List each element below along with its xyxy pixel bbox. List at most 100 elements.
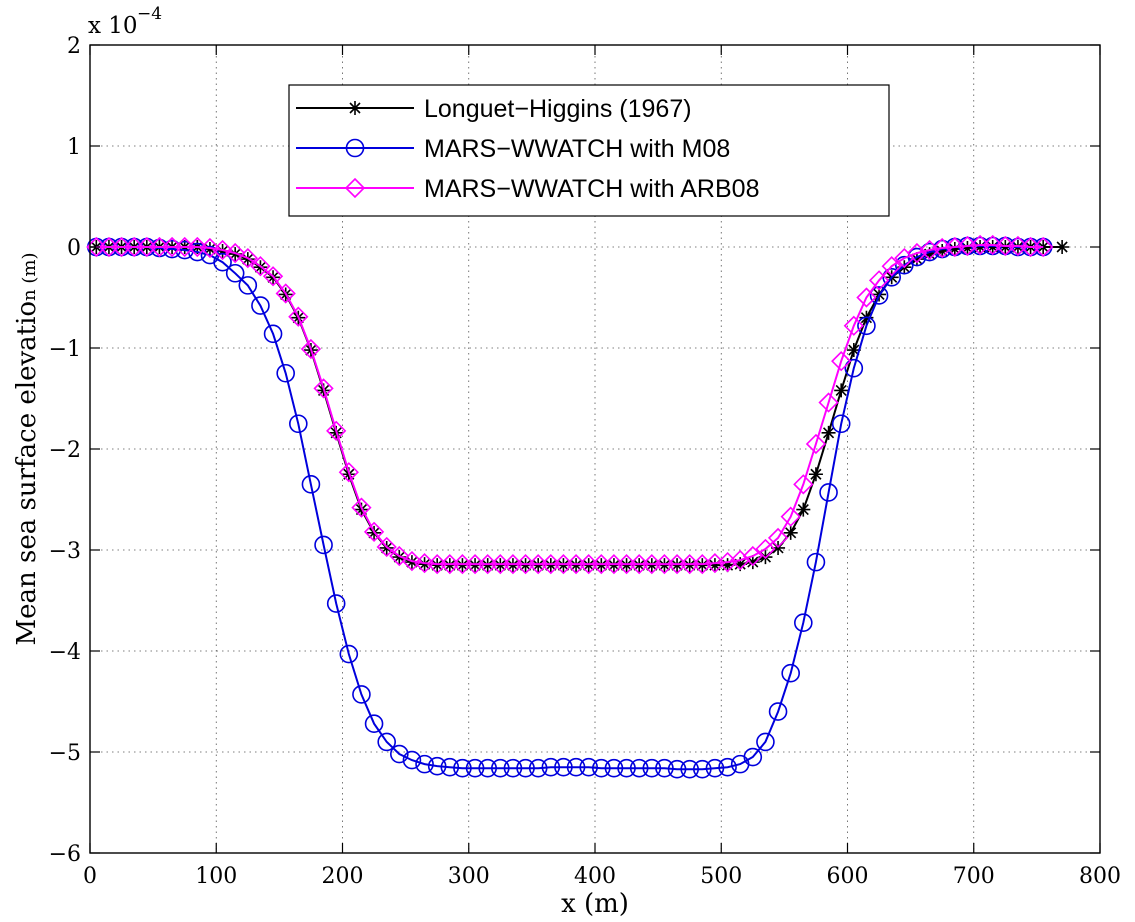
data-point-asterisk: [556, 558, 571, 573]
data-point-asterisk: [348, 101, 362, 115]
data-point-diamond: [326, 420, 347, 441]
y-tick-label: 1: [67, 135, 81, 160]
y-tick-label: −2: [49, 438, 81, 463]
data-point-circle: [655, 758, 674, 778]
data-point-asterisk: [922, 247, 937, 262]
data-point-circle: [289, 414, 308, 434]
data-point-circle: [528, 758, 548, 778]
exponent-multiplier: x 10 −4: [88, 4, 162, 39]
data-point-diamond: [363, 521, 385, 542]
data-point-asterisk: [468, 558, 483, 573]
data-point-diamond: [187, 236, 208, 258]
data-point-circle: [819, 483, 838, 502]
data-point-circle: [238, 276, 258, 295]
data-point-circle: [844, 358, 864, 378]
data-point-asterisk: [644, 558, 659, 573]
data-point-asterisk: [215, 244, 230, 259]
data-point-circle: [427, 756, 447, 776]
y-axis-label: Mean sea surface elevation (m): [12, 252, 42, 645]
data-point-diamond: [262, 266, 284, 287]
data-point-circle: [213, 252, 232, 272]
data-point-diamond: [881, 256, 902, 277]
data-point-diamond: [767, 527, 789, 549]
y-tick-label: −4: [49, 640, 81, 665]
data-point-circle: [869, 286, 889, 305]
y-axis-label-unit: n (m): [19, 252, 40, 300]
y-tick-labels: −6 −5 −4 −3 −2 −1 0 1 2: [49, 34, 81, 867]
data-point-diamond: [275, 283, 296, 304]
data-point-circle: [604, 758, 624, 778]
data-point-asterisk: [417, 557, 432, 572]
data-point-circle: [541, 757, 561, 777]
data-point-asterisk: [947, 242, 962, 257]
data-point-circle: [162, 239, 182, 259]
data-point-circle: [478, 758, 497, 778]
data-point-diamond: [780, 506, 801, 527]
data-point-asterisk: [569, 558, 584, 573]
data-point-asterisk: [695, 558, 710, 573]
data-point-circle: [345, 138, 365, 158]
data-point-diamond: [250, 256, 271, 277]
y-tick-label: −6: [49, 842, 81, 867]
data-point-circle: [491, 758, 510, 778]
data-point-asterisk: [202, 242, 217, 257]
data-point-diamond: [1033, 236, 1054, 258]
data-point-asterisk: [606, 558, 621, 573]
data-point-circle: [516, 758, 535, 778]
data-point-circle: [806, 552, 826, 572]
data-point-circle: [592, 758, 611, 778]
data-point-circle: [566, 757, 586, 777]
data-point-asterisk: [909, 252, 924, 267]
data-point-circle: [882, 267, 901, 287]
legend-label: MARS−WWATCH with M08: [424, 135, 730, 163]
data-point-asterisk: [455, 558, 470, 573]
y-tick-label: −5: [49, 741, 81, 766]
data-point-circle: [440, 757, 460, 777]
data-point-asterisk: [682, 558, 697, 573]
data-point-asterisk: [846, 343, 861, 358]
data-point-circle: [629, 758, 649, 778]
data-point-diamond: [856, 287, 877, 308]
data-point-asterisk: [430, 558, 445, 573]
series-line: [96, 245, 1044, 771]
data-point-circle: [667, 759, 687, 779]
data-point-diamond: [805, 433, 827, 455]
data-point-circle: [402, 750, 422, 770]
data-point-asterisk: [404, 555, 419, 570]
x-tick-labels: 0 100 200 300 400 500 600 700 800: [83, 864, 1121, 889]
data-point-circle: [225, 263, 245, 283]
multiplier-exponent: −4: [137, 4, 162, 24]
data-point-asterisk: [632, 558, 647, 573]
data-point-diamond: [313, 378, 334, 399]
data-point-diamond: [1007, 235, 1029, 257]
data-point-asterisk: [493, 558, 508, 573]
data-point-diamond: [401, 550, 423, 572]
data-point-asterisk: [707, 558, 722, 573]
data-point-diamond: [717, 551, 738, 573]
x-tick-label: 100: [195, 864, 237, 889]
x-tick-label: 400: [574, 864, 616, 889]
data-point-circle: [465, 758, 485, 778]
data-point-asterisk: [808, 467, 823, 482]
y-tick-label: 2: [67, 34, 81, 59]
legend: Longuet−Higgins (1967) MARS−WWATCH with M…: [288, 84, 890, 217]
data-point-diamond: [338, 462, 359, 483]
legend-entry-1: Longuet−Higgins (1967): [296, 95, 692, 123]
data-point-diamond: [755, 538, 776, 560]
data-point-circle: [554, 757, 573, 777]
data-point-asterisk: [745, 555, 760, 570]
multiplier-base: x 10: [88, 13, 138, 39]
legend-label: Longuet−Higgins (1967): [424, 95, 692, 123]
data-point-asterisk: [1055, 240, 1070, 254]
data-point-diamond: [868, 270, 890, 291]
data-point-circle: [251, 296, 270, 315]
data-point-asterisk: [720, 558, 735, 573]
data-point-circle: [718, 757, 737, 777]
data-point-asterisk: [935, 244, 950, 259]
data-point-diamond: [906, 242, 928, 264]
data-point-diamond: [982, 234, 1003, 256]
legend-entry-2: MARS−WWATCH with M08: [296, 135, 730, 163]
data-point-diamond: [199, 237, 221, 259]
data-point-circle: [705, 758, 725, 778]
